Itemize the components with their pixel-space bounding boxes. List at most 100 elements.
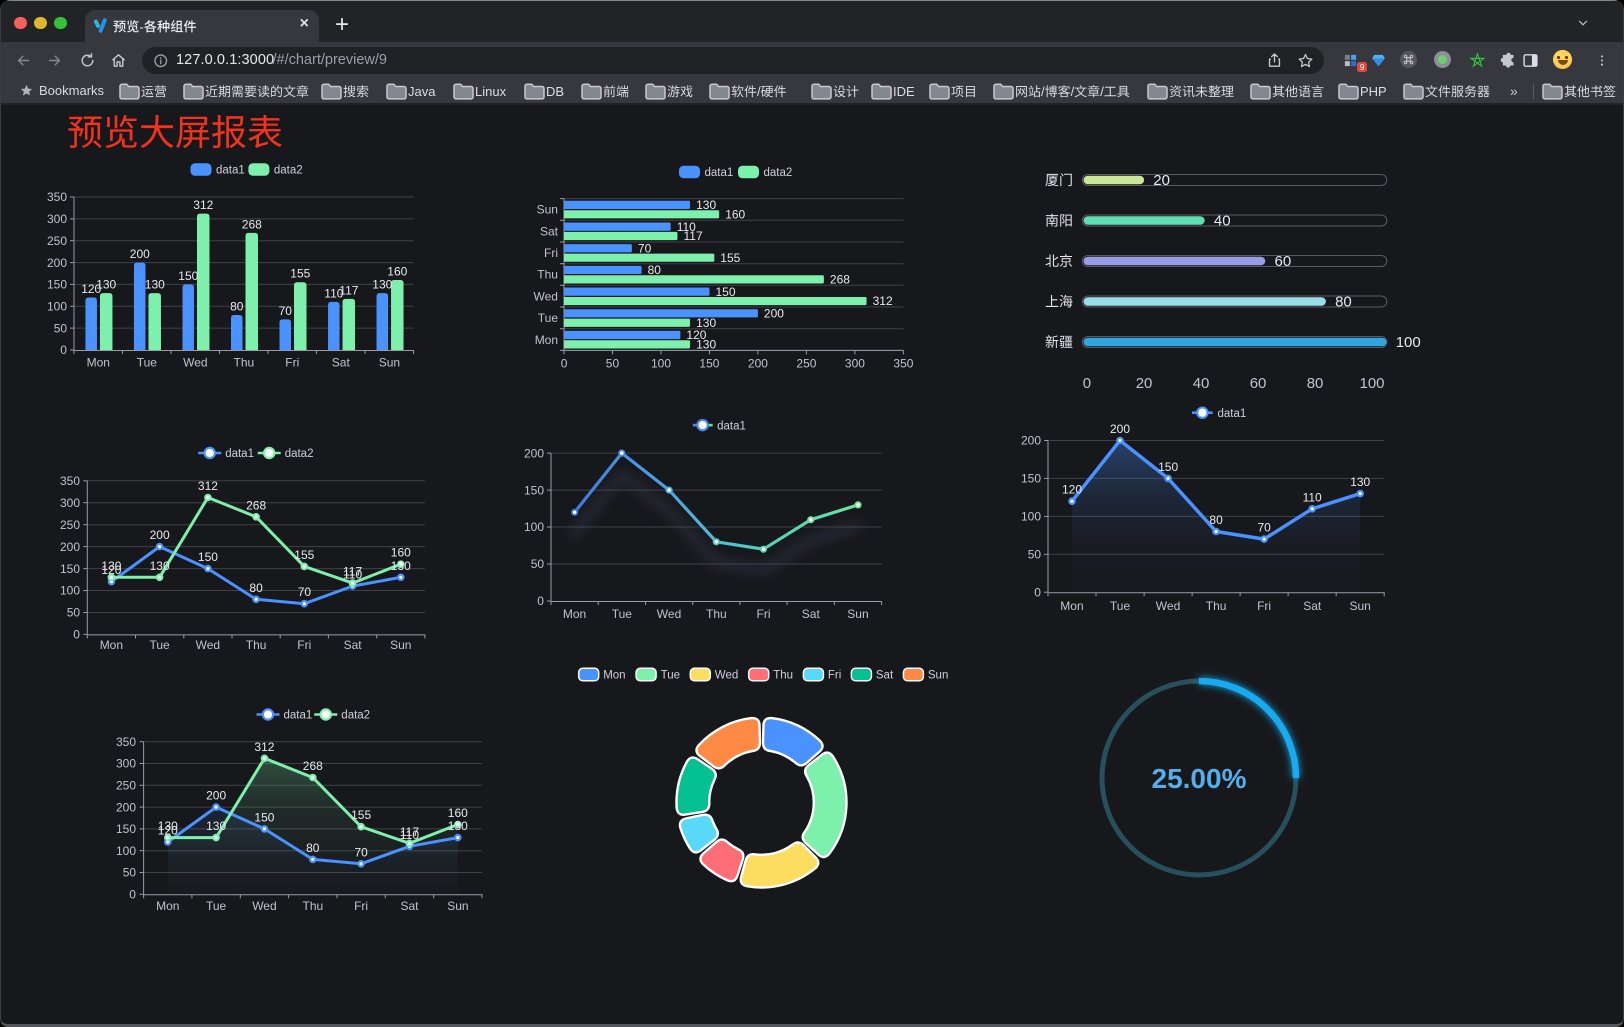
svg-text:80: 80: [1307, 375, 1324, 392]
svg-text:250: 250: [47, 234, 67, 248]
svg-text:100: 100: [1396, 334, 1421, 351]
svg-text:Linux: Linux: [475, 84, 507, 99]
svg-text:Tue: Tue: [1110, 599, 1131, 613]
svg-text:Thu: Thu: [1206, 599, 1227, 613]
svg-text:160: 160: [448, 806, 468, 820]
svg-text:/: /: [757, 84, 761, 99]
svg-text:120: 120: [1062, 483, 1082, 497]
svg-text:250: 250: [796, 357, 816, 371]
svg-text:data1: data1: [1218, 408, 1247, 420]
svg-text:50: 50: [54, 321, 68, 335]
svg-text:data1: data1: [705, 167, 734, 179]
svg-text:130: 130: [158, 819, 178, 833]
svg-text:Sat: Sat: [344, 638, 363, 652]
svg-text:268: 268: [830, 273, 850, 287]
svg-text:200: 200: [47, 256, 67, 270]
svg-text:data1: data1: [284, 710, 313, 722]
svg-text:150: 150: [1021, 472, 1041, 486]
svg-text:40: 40: [1214, 213, 1231, 230]
svg-text:Wed: Wed: [657, 607, 681, 621]
svg-text:130: 130: [696, 338, 716, 352]
svg-text:Sat: Sat: [540, 224, 559, 238]
svg-text:DB: DB: [546, 84, 564, 99]
svg-text:100: 100: [1021, 510, 1041, 524]
svg-text:0: 0: [129, 888, 136, 902]
svg-text:150: 150: [699, 357, 719, 371]
svg-text:100: 100: [116, 844, 136, 858]
svg-text:150: 150: [198, 550, 218, 564]
svg-text:Tue: Tue: [538, 311, 559, 325]
svg-text:70: 70: [638, 242, 652, 256]
svg-text:100: 100: [524, 520, 544, 534]
svg-text:80: 80: [230, 300, 244, 314]
svg-text:Thu: Thu: [234, 356, 255, 370]
svg-text:Wed: Wed: [196, 638, 220, 652]
svg-text:130: 130: [696, 316, 716, 330]
svg-text:Sat: Sat: [332, 356, 351, 370]
svg-text:Wed: Wed: [534, 289, 558, 303]
svg-text:300: 300: [47, 212, 67, 226]
svg-text:50: 50: [67, 606, 81, 620]
svg-text:Fri: Fri: [757, 607, 771, 621]
svg-text:130: 130: [391, 559, 411, 573]
svg-text:50: 50: [531, 557, 545, 571]
svg-text:200: 200: [150, 528, 170, 542]
svg-text:Fri: Fri: [544, 246, 558, 260]
svg-text:data2: data2: [274, 165, 303, 177]
svg-text:300: 300: [116, 757, 136, 771]
svg-text:150: 150: [60, 562, 80, 576]
svg-text:Sat: Sat: [401, 899, 420, 913]
svg-text:Mon: Mon: [535, 333, 558, 347]
svg-text:130: 130: [372, 278, 392, 292]
svg-text:150: 150: [716, 285, 736, 299]
svg-text:268: 268: [242, 217, 262, 231]
svg-text:268: 268: [246, 498, 266, 512]
svg-text:100: 100: [47, 300, 67, 314]
svg-text:155: 155: [351, 808, 371, 822]
svg-text:0: 0: [537, 594, 544, 608]
svg-text:Sat: Sat: [1303, 599, 1322, 613]
svg-text:Mon: Mon: [156, 899, 179, 913]
svg-text:150: 150: [116, 822, 136, 836]
svg-text:155: 155: [720, 251, 740, 265]
svg-text:Sat: Sat: [802, 607, 821, 621]
svg-text:Mon: Mon: [87, 356, 110, 370]
svg-text:25.00%: 25.00%: [1152, 763, 1247, 794]
svg-text:Thu: Thu: [246, 638, 267, 652]
svg-text:/: /: [1041, 84, 1045, 99]
svg-text:Fri: Fri: [297, 638, 311, 652]
svg-text:130: 130: [696, 198, 716, 212]
svg-text:0: 0: [561, 357, 568, 371]
svg-text:160: 160: [725, 208, 745, 222]
svg-text:130: 130: [145, 278, 165, 292]
svg-text:117: 117: [339, 283, 358, 297]
svg-text:120: 120: [81, 282, 101, 296]
svg-text:/: /: [1100, 84, 1104, 99]
svg-text:Tue: Tue: [661, 670, 680, 682]
svg-text:20: 20: [1136, 375, 1153, 392]
svg-text:250: 250: [60, 518, 80, 532]
svg-text:80: 80: [1335, 294, 1352, 311]
svg-text:0: 0: [73, 628, 80, 642]
svg-text:Tue: Tue: [150, 638, 171, 652]
svg-text:200: 200: [764, 307, 784, 321]
svg-text:160: 160: [391, 546, 411, 560]
svg-text:data2: data2: [341, 710, 370, 722]
svg-text:200: 200: [206, 789, 226, 803]
svg-text:300: 300: [845, 357, 865, 371]
svg-text:80: 80: [249, 581, 263, 595]
svg-text:»: »: [1510, 83, 1518, 99]
svg-text:130: 130: [96, 278, 116, 292]
svg-text:50: 50: [123, 866, 137, 880]
svg-text:Sun: Sun: [1350, 599, 1371, 613]
svg-text:Sat: Sat: [876, 670, 894, 682]
svg-text:155: 155: [294, 548, 314, 562]
svg-text:130: 130: [150, 559, 170, 573]
svg-text:70: 70: [298, 585, 312, 599]
svg-text:Wed: Wed: [183, 356, 207, 370]
svg-text:70: 70: [1258, 521, 1272, 535]
svg-text:350: 350: [116, 735, 136, 749]
svg-text:250: 250: [116, 779, 136, 793]
svg-text:110: 110: [677, 220, 696, 234]
svg-text:155: 155: [290, 267, 310, 281]
